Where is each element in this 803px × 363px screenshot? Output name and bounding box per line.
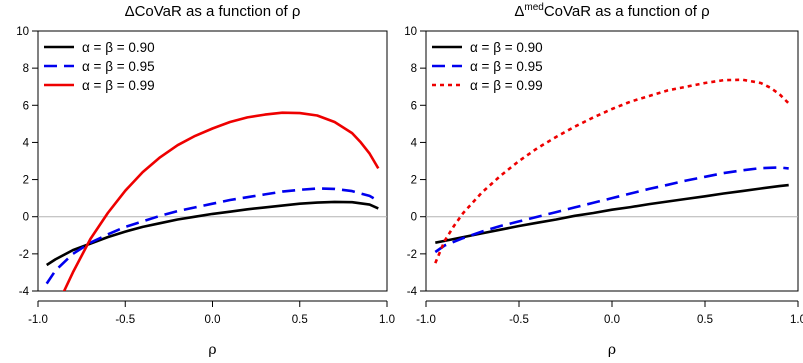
panel-delta-med-covar: ΔmedCoVaR as a function of ρ -4 -2 0 2 4 6 8 10 -… [404, 2, 803, 358]
x-tick-label: 1.0 [379, 314, 395, 326]
x-tick-label: -1.0 [28, 314, 48, 326]
series-group [434, 78, 790, 264]
x-tick-label: -1.0 [416, 314, 436, 326]
legend-label-1: α = β = 0.90 [470, 40, 543, 55]
chart-title: ΔCoVaR as a function of ρ [125, 3, 301, 20]
series-group [45, 111, 380, 291]
x-tick-label: -0.5 [115, 314, 135, 326]
y-tick-label: 8 [23, 63, 29, 75]
y-tick-label: -4 [19, 286, 30, 298]
y-tick-label: -2 [407, 249, 417, 261]
y-tick-label: 6 [411, 100, 417, 112]
series-line-2 [45, 187, 379, 285]
panel-delta-covar: ΔCoVaR as a function of ρ -4 -2 0 2 4 6 8 10 -1.0… [16, 3, 395, 358]
x-tick-label: -0.5 [509, 314, 529, 326]
chart-title-superscript: med [524, 2, 543, 13]
x-tick-label: 1.0 [790, 314, 803, 326]
y-tick-label: 6 [23, 100, 29, 112]
legend-label-2: α = β = 0.95 [470, 59, 543, 74]
series-line-3 [62, 111, 380, 291]
y-tick-label: 2 [411, 175, 417, 187]
x-tick-label: 0.5 [292, 314, 308, 326]
legend-label-3: α = β = 0.99 [82, 78, 155, 93]
x-tick-label: 0.0 [205, 314, 221, 326]
series-line-2 [434, 166, 789, 254]
y-tick-label: 10 [16, 26, 29, 38]
x-tick-label: 0.0 [604, 314, 620, 326]
y-tick-label: 2 [23, 175, 29, 187]
series-line-1 [45, 200, 379, 267]
y-tick-label: -4 [407, 286, 418, 298]
x-axis-label: ρ [208, 342, 216, 358]
chart-title-part: Δ [514, 3, 524, 20]
chart-title: ΔmedCoVaR as a function of ρ [514, 2, 709, 20]
chart-title-part: CoVaR as a function of ρ [544, 3, 710, 20]
y-tick-label: -2 [19, 249, 29, 261]
series-line-1 [435, 183, 789, 244]
legend-label-3: α = β = 0.99 [470, 78, 543, 93]
x-tick-label: 0.5 [697, 314, 713, 326]
legend-label-1: α = β = 0.90 [82, 40, 155, 55]
y-tick-label: 10 [404, 26, 417, 38]
chart-title-part: ΔCoVaR as a function of ρ [125, 3, 301, 20]
y-tick-label: 0 [411, 212, 417, 224]
y-tick-label: 0 [23, 212, 29, 224]
x-axis-label: ρ [608, 342, 616, 358]
y-tick-label: 8 [411, 63, 417, 75]
series-line-3 [434, 78, 790, 264]
plot-frame [37, 30, 388, 292]
plot-frame [425, 30, 799, 292]
y-tick-label: 4 [23, 137, 30, 149]
y-tick-label: 4 [411, 137, 418, 149]
legend-label-2: α = β = 0.95 [82, 59, 155, 74]
